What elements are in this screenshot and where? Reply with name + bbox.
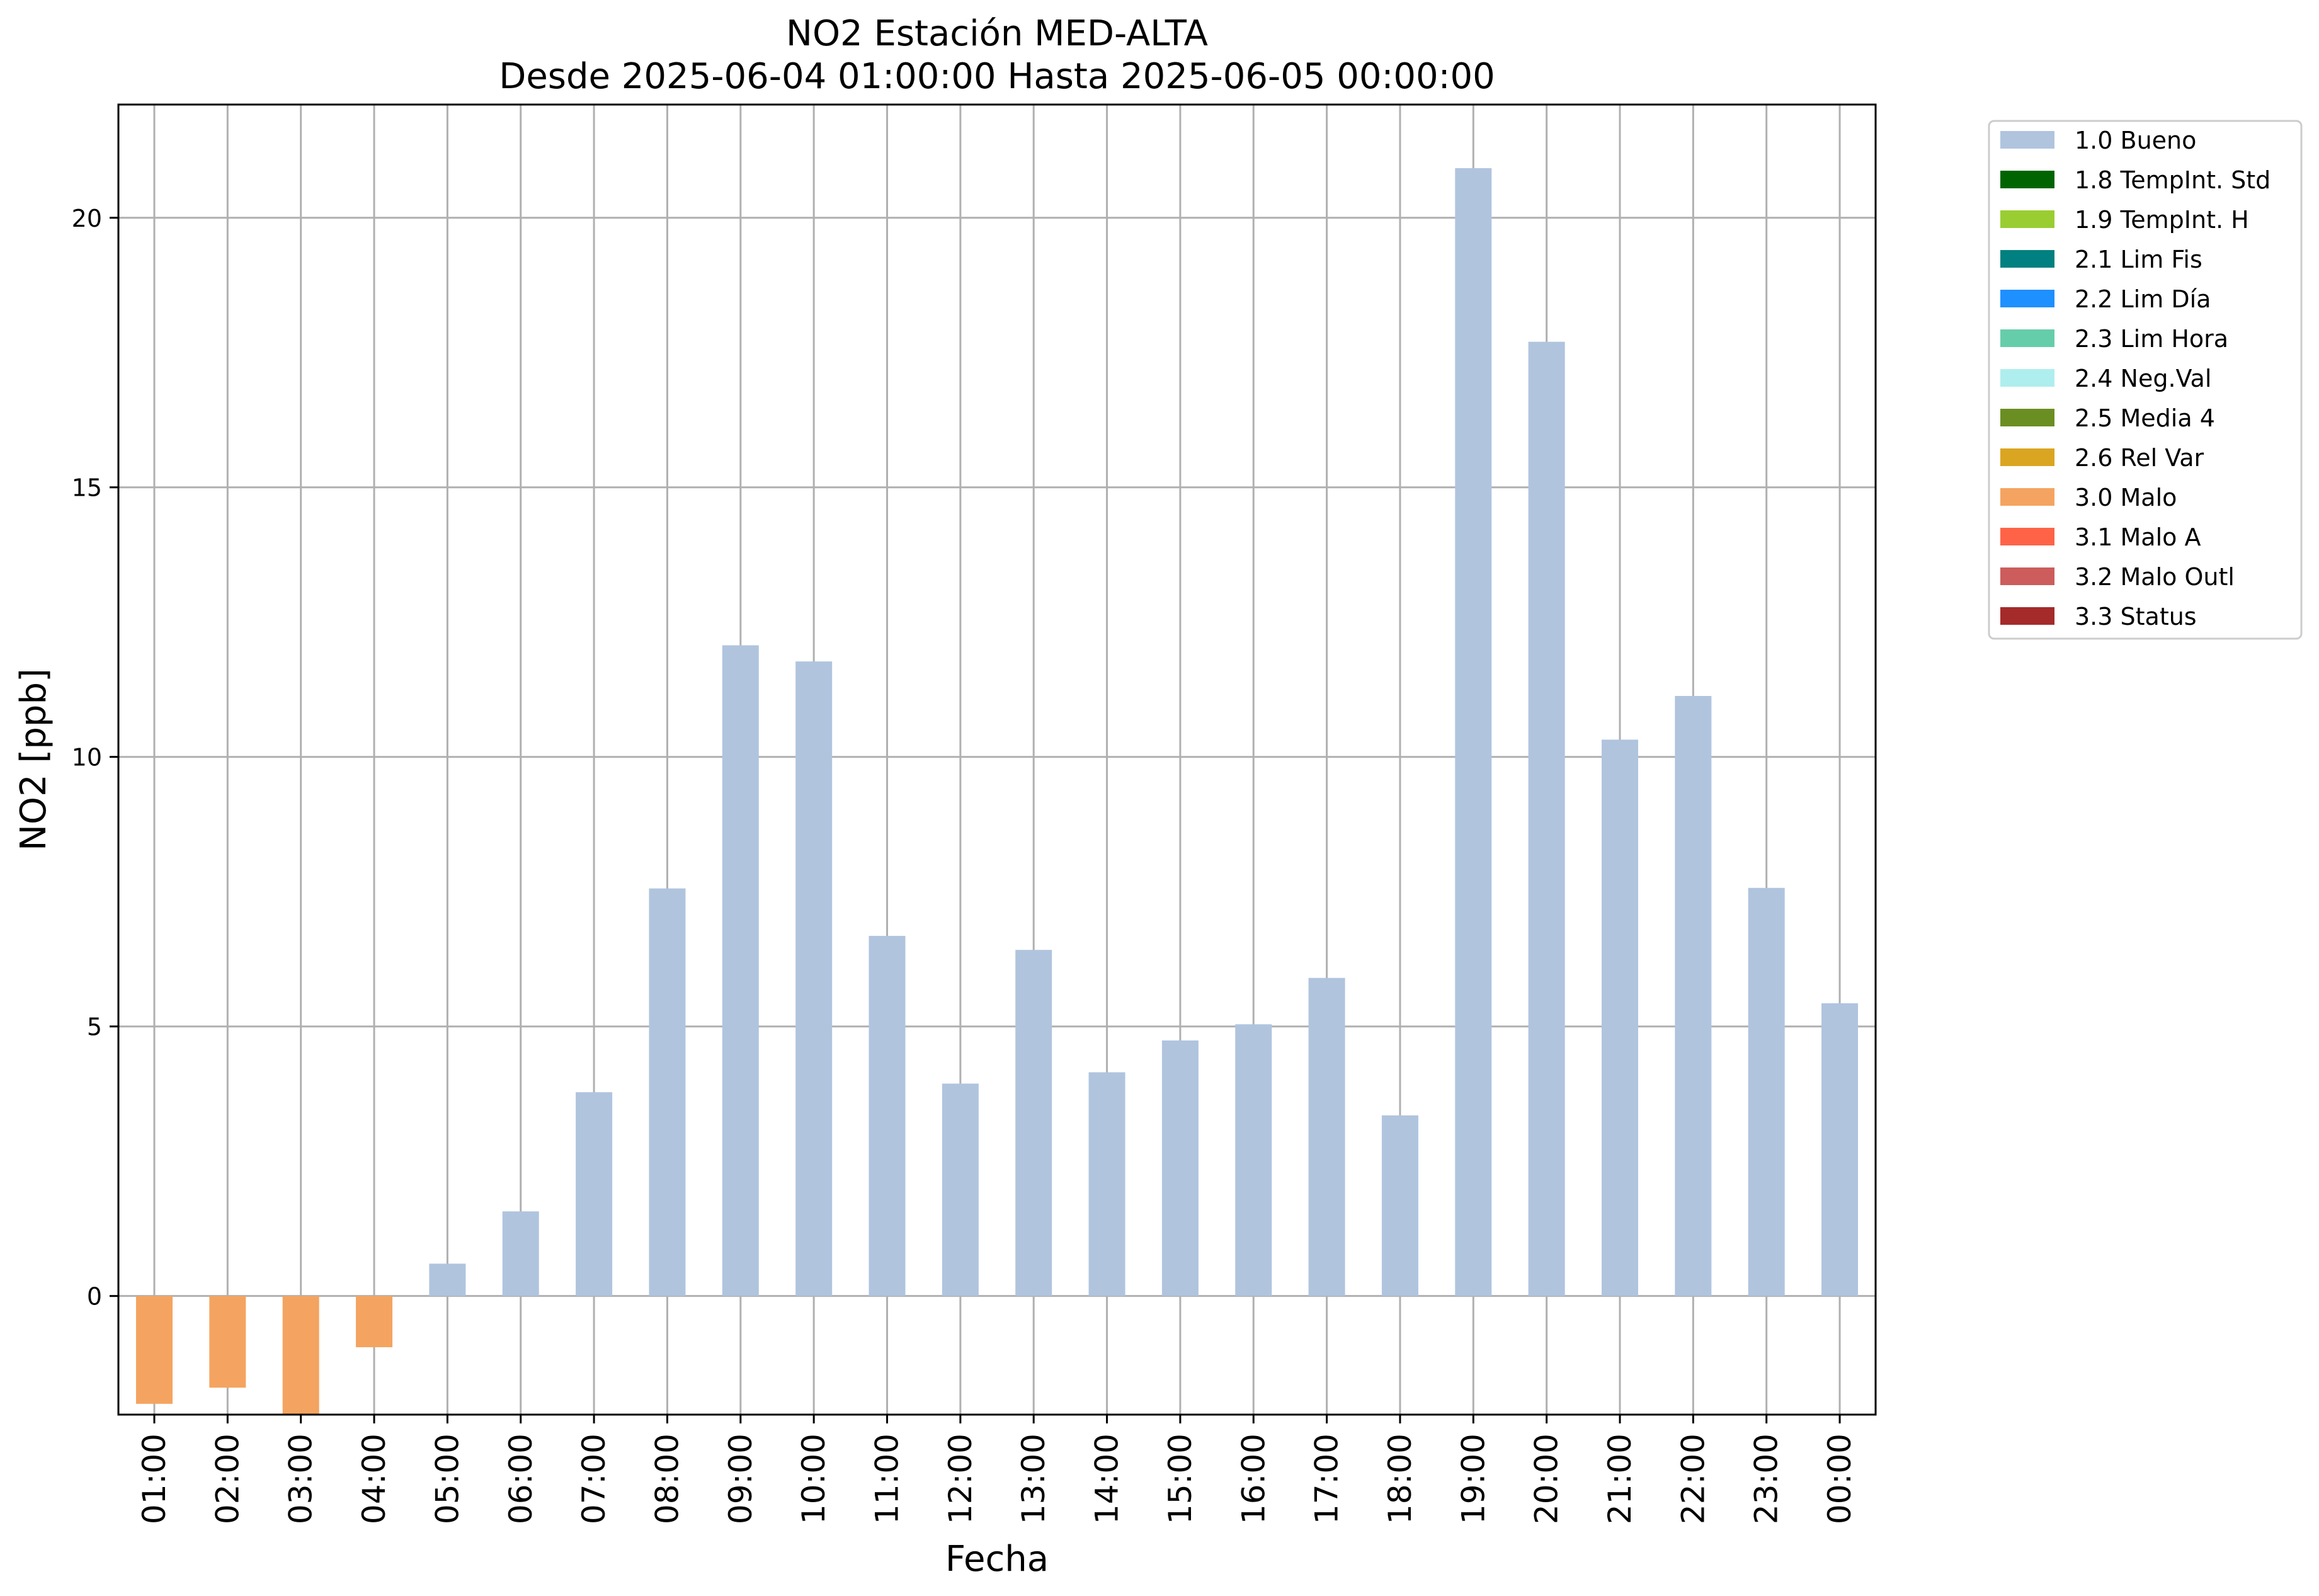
plot-frame bbox=[117, 103, 1877, 1416]
bar-1800 bbox=[1381, 1115, 1418, 1296]
bar-0900 bbox=[722, 645, 759, 1296]
legend-label: 3.3 Status bbox=[2075, 603, 2197, 630]
x-tick-label: 04:00 bbox=[356, 1434, 392, 1524]
x-tick-label: 07:00 bbox=[576, 1434, 612, 1524]
legend-swatch bbox=[2000, 488, 2054, 506]
legend-label: 2.6 Rel Var bbox=[2075, 444, 2204, 472]
x-tick-label: 08:00 bbox=[649, 1434, 685, 1524]
bar-1900 bbox=[1455, 168, 1492, 1296]
bar-1500 bbox=[1161, 1040, 1199, 1296]
x-tick-label: 16:00 bbox=[1235, 1434, 1272, 1524]
x-tick-label: 17:00 bbox=[1309, 1434, 1345, 1524]
x-tick-label: 18:00 bbox=[1382, 1434, 1418, 1524]
legend-swatch bbox=[2000, 607, 2054, 625]
x-axis-label: Fecha bbox=[945, 1539, 1049, 1580]
chart-title: NO2 Estación MED-ALTA bbox=[786, 13, 1208, 54]
legend-label: 1.0 Bueno bbox=[2075, 127, 2196, 154]
bar-0700 bbox=[576, 1092, 613, 1296]
legend-swatch bbox=[2000, 171, 2054, 188]
x-tick-label: 03:00 bbox=[283, 1434, 319, 1524]
legend-swatch bbox=[2000, 448, 2054, 466]
bar-2000 bbox=[1528, 341, 1565, 1296]
bar-2200 bbox=[1675, 695, 1712, 1296]
bar-1000 bbox=[795, 661, 833, 1296]
x-axis-ticks: 01:00 02:00 03:00 04:00 05:00 06:00 07:00 08:00… bbox=[136, 1415, 1858, 1524]
legend-label: 3.0 Malo bbox=[2075, 484, 2177, 511]
bar-1400 bbox=[1088, 1072, 1125, 1296]
x-tick-label: 11:00 bbox=[869, 1434, 906, 1524]
bar-1100 bbox=[869, 935, 906, 1296]
bar-0400 bbox=[356, 1296, 393, 1348]
y-tick-label: 10 bbox=[72, 744, 102, 772]
legend-label: 3.2 Malo Outl bbox=[2075, 563, 2235, 591]
x-tick-label: 14:00 bbox=[1089, 1434, 1125, 1524]
x-tick-label: 19:00 bbox=[1455, 1434, 1491, 1524]
y-tick-label: 20 bbox=[72, 205, 102, 232]
legend-swatch bbox=[2000, 369, 2054, 387]
y-axis-label: NO2 [ppb] bbox=[13, 668, 54, 851]
x-tick-label: 20:00 bbox=[1529, 1434, 1565, 1524]
bar-0100 bbox=[136, 1296, 173, 1404]
bar-0500 bbox=[429, 1263, 466, 1296]
y-tick-label: 15 bbox=[72, 474, 102, 502]
x-tick-label: 10:00 bbox=[795, 1434, 832, 1524]
y-axis-ticks: 0 5 10 15 20 bbox=[72, 205, 118, 1311]
legend-label: 1.9 TempInt. H bbox=[2075, 206, 2249, 234]
bar-0300 bbox=[282, 1296, 319, 1415]
bar-1600 bbox=[1235, 1024, 1272, 1296]
x-tick-label: 22:00 bbox=[1675, 1434, 1711, 1524]
y-tick-label: 0 bbox=[87, 1283, 102, 1311]
bar-1700 bbox=[1308, 978, 1345, 1296]
legend-swatch bbox=[2000, 528, 2054, 545]
bars bbox=[136, 168, 1859, 1415]
bar-1300 bbox=[1015, 950, 1052, 1296]
legend-label: 3.1 Malo A bbox=[2075, 523, 2201, 551]
legend-swatch bbox=[2000, 329, 2054, 347]
x-tick-label: 15:00 bbox=[1162, 1434, 1199, 1524]
x-tick-label: 13:00 bbox=[1015, 1434, 1052, 1524]
x-tick-label: 01:00 bbox=[136, 1434, 173, 1524]
chart-subtitle: Desde 2025-06-04 01:00:00 Hasta 2025-06-… bbox=[499, 56, 1495, 97]
bar-1200 bbox=[942, 1083, 979, 1296]
legend-label: 2.1 Lim Fis bbox=[2075, 246, 2202, 273]
x-tick-label: 00:00 bbox=[1821, 1434, 1858, 1524]
legend-swatch bbox=[2000, 131, 2054, 149]
x-tick-label: 02:00 bbox=[209, 1434, 246, 1524]
legend: 1.0 Bueno 1.8 TempInt. Std 1.9 TempInt. H 2… bbox=[1988, 120, 2303, 640]
x-tick-label: 09:00 bbox=[722, 1434, 759, 1524]
legend-swatch bbox=[2000, 210, 2054, 228]
legend-swatch bbox=[2000, 250, 2054, 268]
legend-label: 2.3 Lim Hora bbox=[2075, 325, 2228, 353]
bar-0800 bbox=[649, 888, 686, 1296]
bar-0000 bbox=[1821, 1003, 1859, 1296]
x-tick-label: 06:00 bbox=[503, 1434, 539, 1524]
bar-0200 bbox=[209, 1296, 246, 1388]
legend-frame bbox=[1988, 120, 2303, 640]
x-tick-label: 23:00 bbox=[1748, 1434, 1785, 1524]
legend-label: 2.5 Media 4 bbox=[2075, 404, 2215, 432]
y-tick-label: 5 bbox=[87, 1013, 102, 1041]
legend-swatch bbox=[2000, 567, 2054, 585]
x-tick-label: 12:00 bbox=[942, 1434, 979, 1524]
x-tick-label: 21:00 bbox=[1602, 1434, 1638, 1524]
bar-2300 bbox=[1748, 887, 1785, 1296]
bar-0600 bbox=[502, 1211, 539, 1296]
legend-label: 2.4 Neg.Val bbox=[2075, 365, 2211, 392]
legend-label: 1.8 TempInt. Std bbox=[2075, 166, 2271, 194]
legend-swatch bbox=[2000, 290, 2054, 307]
legend-swatch bbox=[2000, 409, 2054, 426]
legend-label: 2.2 Lim Día bbox=[2075, 285, 2211, 313]
x-tick-label: 05:00 bbox=[429, 1434, 465, 1524]
bar-2100 bbox=[1602, 739, 1638, 1296]
